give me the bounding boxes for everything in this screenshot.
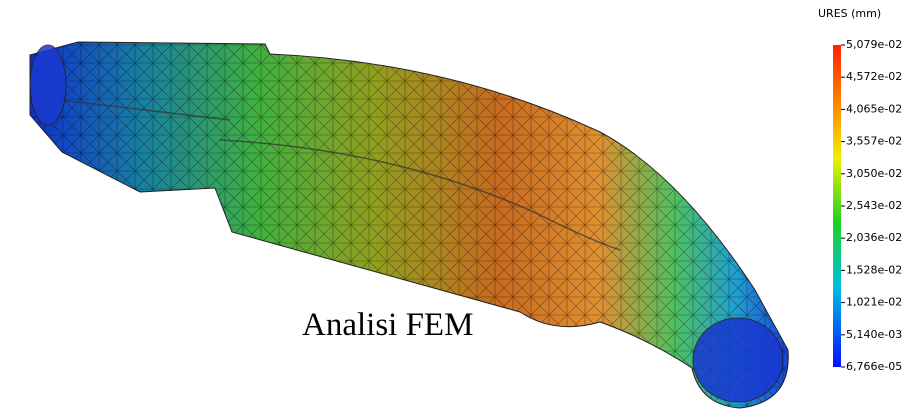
legend-label: 5,140e-03 [846,328,902,341]
color-bar [833,45,841,367]
legend-label: 2,543e-02 [846,199,902,212]
fem-view: URES (mm) Analisi FEM 5,079e-02 4,572e-02… [0,0,912,411]
legend-label: 1,021e-02 [846,296,902,309]
legend-label: 3,557e-02 [846,135,902,148]
page: {"legend": {"title": "URES (mm)", "label… [0,0,912,411]
legend-label: 4,572e-02 [846,70,902,83]
legend-label: 6,766e-05 [846,360,902,373]
legend-label: 5,079e-02 [846,38,902,51]
legend-title: URES (mm) [818,7,881,20]
legend-label: 3,050e-02 [846,167,902,180]
caption: Analisi FEM [302,307,473,343]
fem-part [30,42,788,408]
legend-label: 2,036e-02 [846,231,902,244]
legend-label: 1,528e-02 [846,263,902,276]
legend-label: 4,065e-02 [846,102,902,115]
